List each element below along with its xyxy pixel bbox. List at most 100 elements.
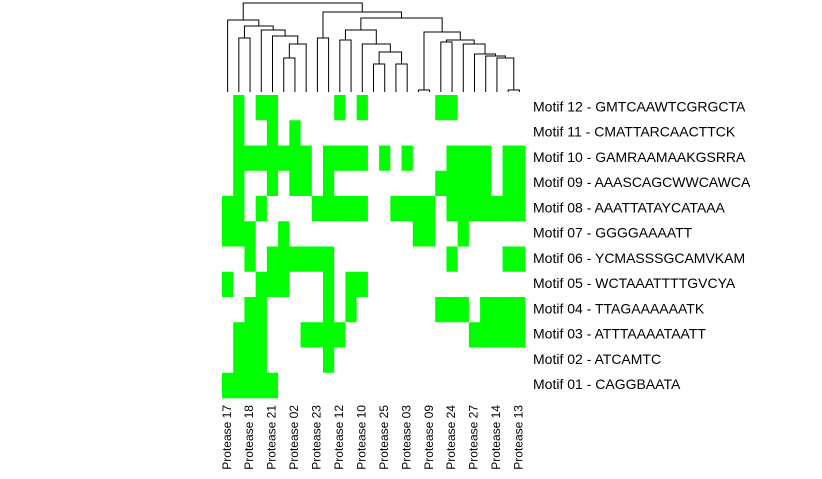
heatmap-cell [367,170,380,197]
heatmap-cell [255,246,268,273]
heatmap-cell [367,271,380,298]
heatmap-cell [390,347,402,374]
heatmap-cell [222,196,234,222]
heatmap-cell [356,347,369,374]
heatmap-cell [468,145,481,172]
heatmap-cell [412,221,425,247]
heatmap-cell [300,372,313,399]
heatmap-cell [345,347,357,374]
heatmap-cell [300,322,313,348]
heatmap-cell [468,246,481,273]
heatmap-cell [311,372,324,399]
heatmap-cell [311,246,324,273]
heatmap-cell [323,271,335,298]
heatmap-cell [424,347,436,374]
heatmap-cell [311,95,324,121]
heatmap-cell [244,120,256,146]
column-label: Protease 23 [310,405,324,470]
heatmap-cell [480,322,492,348]
column-label: Protease 27 [467,405,481,470]
heatmap-cell [390,271,402,298]
heatmap-cell [412,246,425,273]
heatmap-cell [334,145,346,172]
heatmap-cell [323,322,335,348]
heatmap-cell [446,271,458,298]
heatmap-cell [491,145,503,172]
heatmap-cell [266,297,279,323]
heatmap-cell [323,372,335,399]
heatmap-cell [502,221,515,247]
heatmap-cell [222,372,234,399]
column-label: Protease 18 [242,405,256,470]
heatmap-cell [334,372,346,399]
heatmap-cell [446,297,458,323]
heatmap-cell [255,120,268,146]
heatmap-cell [255,271,268,298]
heatmap-cell [491,297,503,323]
heatmap-cell [424,120,436,146]
heatmap-cell [379,271,391,298]
heatmap-cell [300,145,313,172]
heatmap-cell [345,246,357,273]
heatmap-cell [356,221,369,247]
heatmap-cell [233,221,245,247]
row-label: Motif 10 - GAMRAAMAAKGSRRA [533,149,746,165]
column-label: Protease 09 [422,405,436,470]
heatmap-cell [300,271,313,298]
heatmap-cell [480,297,492,323]
heatmap-cell [222,322,234,348]
heatmap-cell [457,372,470,399]
heatmap-cell [367,196,380,222]
heatmap-cell [367,95,380,121]
heatmap-cell [311,120,324,146]
heatmap-cell [233,372,245,399]
heatmap-cell [424,246,436,273]
heatmap-cell [401,170,414,197]
heatmap-cell [379,221,391,247]
heatmap-cell [468,347,481,374]
heatmap-cell [345,145,357,172]
heatmap-cell [491,322,503,348]
heatmap-cell [390,120,402,146]
row-label: Motif 08 - AAATTATAYCATAAA [533,199,726,215]
heatmap-cell [424,145,436,172]
heatmap-cell [457,322,470,348]
heatmap-cell [457,95,470,121]
heatmap-cell [435,271,447,298]
heatmap-cell [480,120,492,146]
heatmap-cell [278,170,290,197]
heatmap-cell [513,372,526,399]
heatmap-cell [233,170,245,197]
heatmap-cell [412,120,425,146]
heatmap-cell [513,322,526,348]
heatmap-cell [468,170,481,197]
heatmap-cell [401,145,414,172]
heatmap-cell [468,95,481,121]
heatmap-cell [480,221,492,247]
heatmap-cell [289,246,301,273]
heatmap-cell [289,322,301,348]
heatmap-cell [401,221,414,247]
heatmap-cell [323,170,335,197]
heatmap-cell [379,120,391,146]
heatmap-cell [513,246,526,273]
heatmap-cell [412,322,425,348]
heatmap-cell [233,196,245,222]
heatmap-cell [323,297,335,323]
heatmap-cell [424,297,436,323]
heatmap-cell [345,297,357,323]
heatmap-cell [323,120,335,146]
heatmap-cell [255,347,268,374]
heatmap-cell [379,196,391,222]
column-label: Protease 17 [220,405,234,470]
heatmap-cell [502,297,515,323]
heatmap-cell [491,347,503,374]
row-label: Motif 07 - GGGGAAAATT [533,225,693,241]
heatmap-cell [480,170,492,197]
heatmap-cell [424,170,436,197]
heatmap-cell [446,221,458,247]
heatmap-cell [480,95,492,121]
column-label: Protease 21 [265,405,279,470]
heatmap-cell [446,145,458,172]
